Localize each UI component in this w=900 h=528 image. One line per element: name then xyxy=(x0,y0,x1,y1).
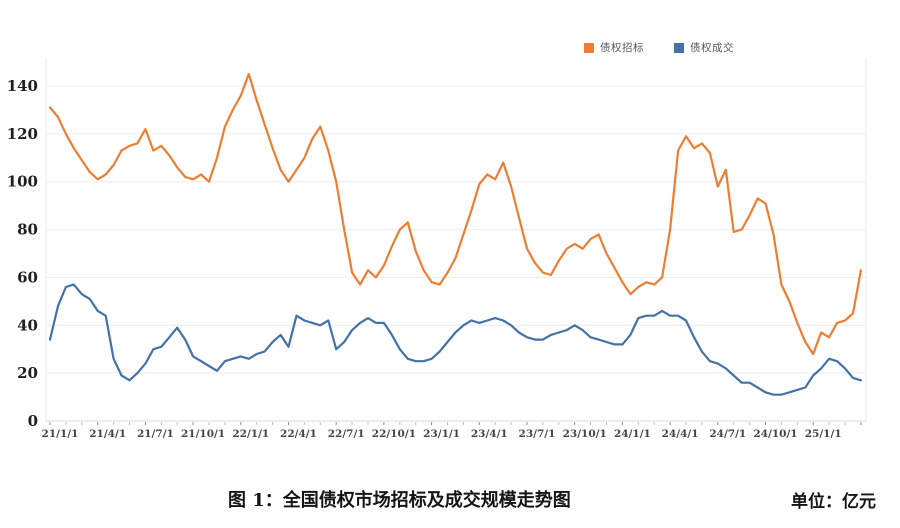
series-deal-line xyxy=(48,283,863,396)
x-tick-label: 21/4/1 xyxy=(89,428,126,440)
legend-label: 债权成交 xyxy=(690,42,734,54)
x-tick-label: 25/1/1 xyxy=(805,428,842,440)
x-tick-label: 24/4/1 xyxy=(662,428,699,440)
chart-legend: 债权招标 债权成交 xyxy=(584,40,734,55)
y-tick-label: 100 xyxy=(7,173,38,191)
figure-caption: 图 1：全国债权市场招标及成交规模走势图 xyxy=(228,490,571,511)
chart-plot: 0 20 40 60 80 100 120 140 21/1/1 21/4/1 21/7/1 21/1… xyxy=(7,58,867,440)
y-tick-label: 80 xyxy=(17,221,38,239)
x-tick-label: 21/10/1 xyxy=(181,428,225,440)
y-tick-label: 0 xyxy=(28,412,38,430)
y-tick-label: 120 xyxy=(7,125,38,143)
x-tick-label: 22/4/1 xyxy=(280,428,317,440)
x-tick-label: 23/4/1 xyxy=(471,428,508,440)
y-tick-label: 40 xyxy=(17,316,38,334)
caption-row: 图 1：全国债权市场招标及成交规模走势图 单位：亿元 xyxy=(0,484,900,514)
legend-label: 债权招标 xyxy=(600,42,644,54)
y-tick-label: 60 xyxy=(17,268,38,286)
series-tender-line xyxy=(48,72,863,356)
legend-swatch-icon xyxy=(674,42,684,53)
legend-swatch-icon xyxy=(584,42,594,53)
x-tick-label: 23/1/1 xyxy=(423,428,460,440)
x-tick-label: 24/1/1 xyxy=(614,428,651,440)
x-tick-label: 24/10/1 xyxy=(753,428,797,440)
x-tick-label: 23/7/1 xyxy=(519,428,556,440)
x-tick-label: 24/7/1 xyxy=(709,428,746,440)
y-tick-label: 20 xyxy=(17,364,38,382)
legend-item: 债权招标 xyxy=(584,40,644,55)
x-tick-label: 21/1/1 xyxy=(42,428,79,440)
x-tick-label: 21/7/1 xyxy=(137,428,174,440)
x-tick-label: 22/7/1 xyxy=(328,428,365,440)
x-tick-label: 22/10/1 xyxy=(372,428,416,440)
x-tick-label: 22/1/1 xyxy=(232,428,269,440)
y-tick-label: 140 xyxy=(7,77,38,95)
x-tick-label: 23/10/1 xyxy=(563,428,607,440)
legend-item: 债权成交 xyxy=(674,40,734,55)
unit-label: 单位：亿元 xyxy=(791,492,876,512)
